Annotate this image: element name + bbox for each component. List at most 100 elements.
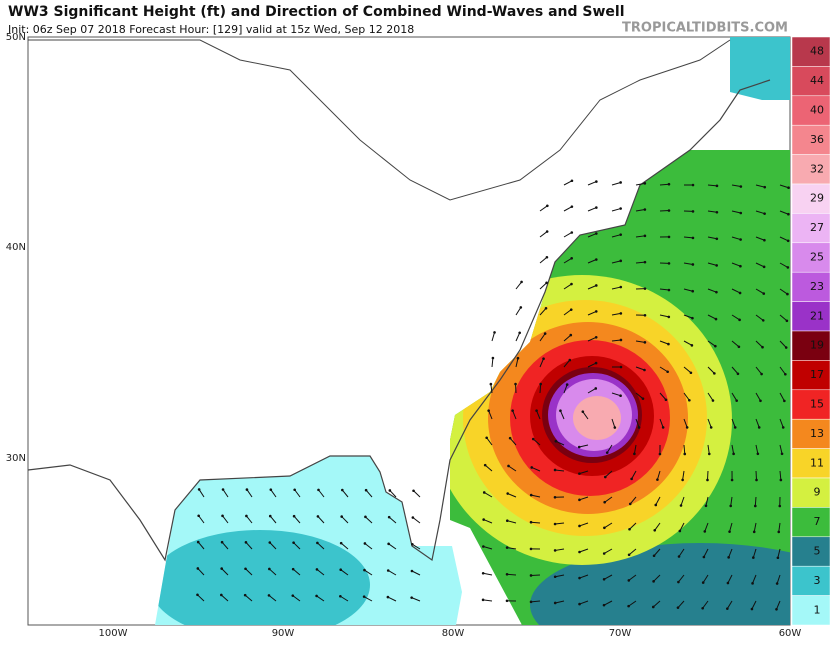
wave-arrow-head bbox=[614, 426, 617, 429]
wave-arrow-head bbox=[292, 541, 295, 544]
wave-arrow-head bbox=[642, 397, 645, 400]
wave-arrow-head bbox=[628, 528, 631, 531]
wave-arrow-head bbox=[692, 210, 695, 213]
wave-arrow-head bbox=[667, 343, 670, 346]
wave-arrow-head bbox=[760, 373, 763, 376]
wave-arrow-head bbox=[620, 312, 623, 315]
wave-arrow-head bbox=[412, 489, 415, 492]
wave-arrow-head bbox=[778, 505, 781, 508]
wave-arrow-head bbox=[490, 383, 493, 386]
wave-arrow-head bbox=[514, 383, 517, 386]
wave-arrow-head bbox=[784, 373, 787, 376]
wave-arrow-head bbox=[578, 499, 581, 502]
wave-arrow-head bbox=[244, 567, 247, 570]
wave-arrow-head bbox=[595, 232, 598, 235]
wave-arrow-head bbox=[763, 212, 766, 215]
wave-arrow-head bbox=[546, 256, 549, 259]
wave-arrow-head bbox=[411, 570, 414, 573]
wave-arrow-head bbox=[221, 515, 224, 518]
wave-arrow-head bbox=[644, 341, 647, 344]
wave-arrow-head bbox=[763, 239, 766, 242]
wave-arrow-head bbox=[554, 496, 557, 499]
wave-arrow-head bbox=[578, 551, 581, 554]
wave-arrow-head bbox=[787, 186, 790, 189]
wave-arrow-head bbox=[317, 515, 320, 518]
wave-arrow-head bbox=[762, 319, 765, 322]
lon-label: 100W bbox=[99, 628, 128, 639]
wave-arrow-head bbox=[387, 569, 390, 572]
lon-label: 90W bbox=[272, 628, 295, 639]
wave-arrow-head bbox=[740, 185, 743, 188]
wave-arrow-head bbox=[759, 400, 762, 403]
wave-arrow-head bbox=[578, 577, 581, 580]
colorbar-label: 11 bbox=[810, 456, 824, 469]
colorbar-label: 25 bbox=[810, 251, 824, 264]
wave-arrow-head bbox=[292, 568, 295, 571]
wave-arrow-head bbox=[783, 400, 786, 403]
wave-arrow-head bbox=[787, 213, 790, 216]
wave-arrow-head bbox=[603, 526, 606, 529]
wave-arrow-head bbox=[629, 503, 632, 506]
wave-arrow-head bbox=[692, 237, 695, 240]
wave-arrow-head bbox=[222, 488, 225, 491]
wave-arrow-head bbox=[578, 446, 581, 449]
wave-arrow-head bbox=[630, 478, 633, 481]
colorbar-label: 32 bbox=[810, 162, 824, 175]
wave-arrow-head bbox=[678, 555, 681, 558]
wave-arrow-head bbox=[644, 182, 647, 185]
wave-arrow-head bbox=[571, 179, 574, 182]
wave-arrow-head bbox=[554, 602, 557, 605]
wave-arrow-head bbox=[732, 453, 735, 456]
wave-arrow-head bbox=[776, 582, 779, 585]
wave-arrow-head bbox=[619, 233, 622, 236]
wave-arrow-head bbox=[484, 464, 487, 467]
colorbar-swatch bbox=[792, 537, 830, 566]
wave-arrow-head bbox=[365, 489, 368, 492]
wave-arrow-head bbox=[595, 258, 598, 261]
wave-arrow-head bbox=[511, 409, 514, 412]
wave-arrow-head bbox=[542, 357, 545, 360]
wave-arrow-head bbox=[364, 542, 367, 545]
wave-arrow-head bbox=[652, 580, 655, 583]
wave-arrow-head bbox=[679, 530, 682, 533]
wave-arrow-head bbox=[752, 556, 755, 559]
wave-arrow-head bbox=[702, 581, 705, 584]
wave-arrow-head bbox=[363, 595, 366, 598]
colorbar-label: 29 bbox=[810, 192, 824, 205]
wave-arrow-head bbox=[578, 603, 581, 606]
wave-arrow-head bbox=[410, 596, 413, 599]
wave-region bbox=[573, 396, 621, 440]
wave-arrow-head bbox=[487, 409, 490, 412]
wave-arrow-head bbox=[739, 292, 742, 295]
wave-arrow-head bbox=[668, 236, 671, 239]
wave-arrow-head bbox=[268, 594, 271, 597]
wave-arrow-head bbox=[715, 291, 718, 294]
wave-arrow-head bbox=[389, 489, 392, 492]
wave-arrow-head bbox=[506, 573, 509, 576]
wave-arrow-head bbox=[545, 307, 548, 310]
wave-arrow-head bbox=[691, 290, 694, 293]
wave-arrow-head bbox=[530, 548, 533, 551]
wave-arrow-head bbox=[530, 574, 533, 577]
wave-arrow-head bbox=[703, 530, 706, 533]
wave-arrow-head bbox=[667, 316, 670, 319]
wave-arrow-head bbox=[317, 489, 320, 492]
colorbar-label: 3 bbox=[814, 574, 821, 587]
wave-arrow-head bbox=[546, 204, 549, 207]
wave-arrow-head bbox=[482, 518, 485, 521]
wave-arrow-head bbox=[751, 582, 754, 585]
wave-arrow-head bbox=[786, 293, 789, 296]
subtitle: Init: 06z Sep 07 2018 Forecast Hour: [12… bbox=[8, 23, 414, 36]
wave-arrow-head bbox=[713, 372, 716, 375]
wave-arrow-head bbox=[638, 426, 641, 429]
wave-arrow-head bbox=[315, 595, 318, 598]
wave-arrow-head bbox=[786, 319, 789, 322]
wave-arrow-head bbox=[619, 394, 622, 397]
wave-arrow-head bbox=[751, 608, 754, 611]
wave-arrow bbox=[756, 471, 757, 480]
wave-arrow-head bbox=[727, 556, 730, 559]
wave-arrow-head bbox=[619, 181, 622, 184]
wave-arrow-head bbox=[197, 567, 200, 570]
lon-label: 70W bbox=[609, 628, 632, 639]
wave-arrow-head bbox=[506, 599, 509, 602]
